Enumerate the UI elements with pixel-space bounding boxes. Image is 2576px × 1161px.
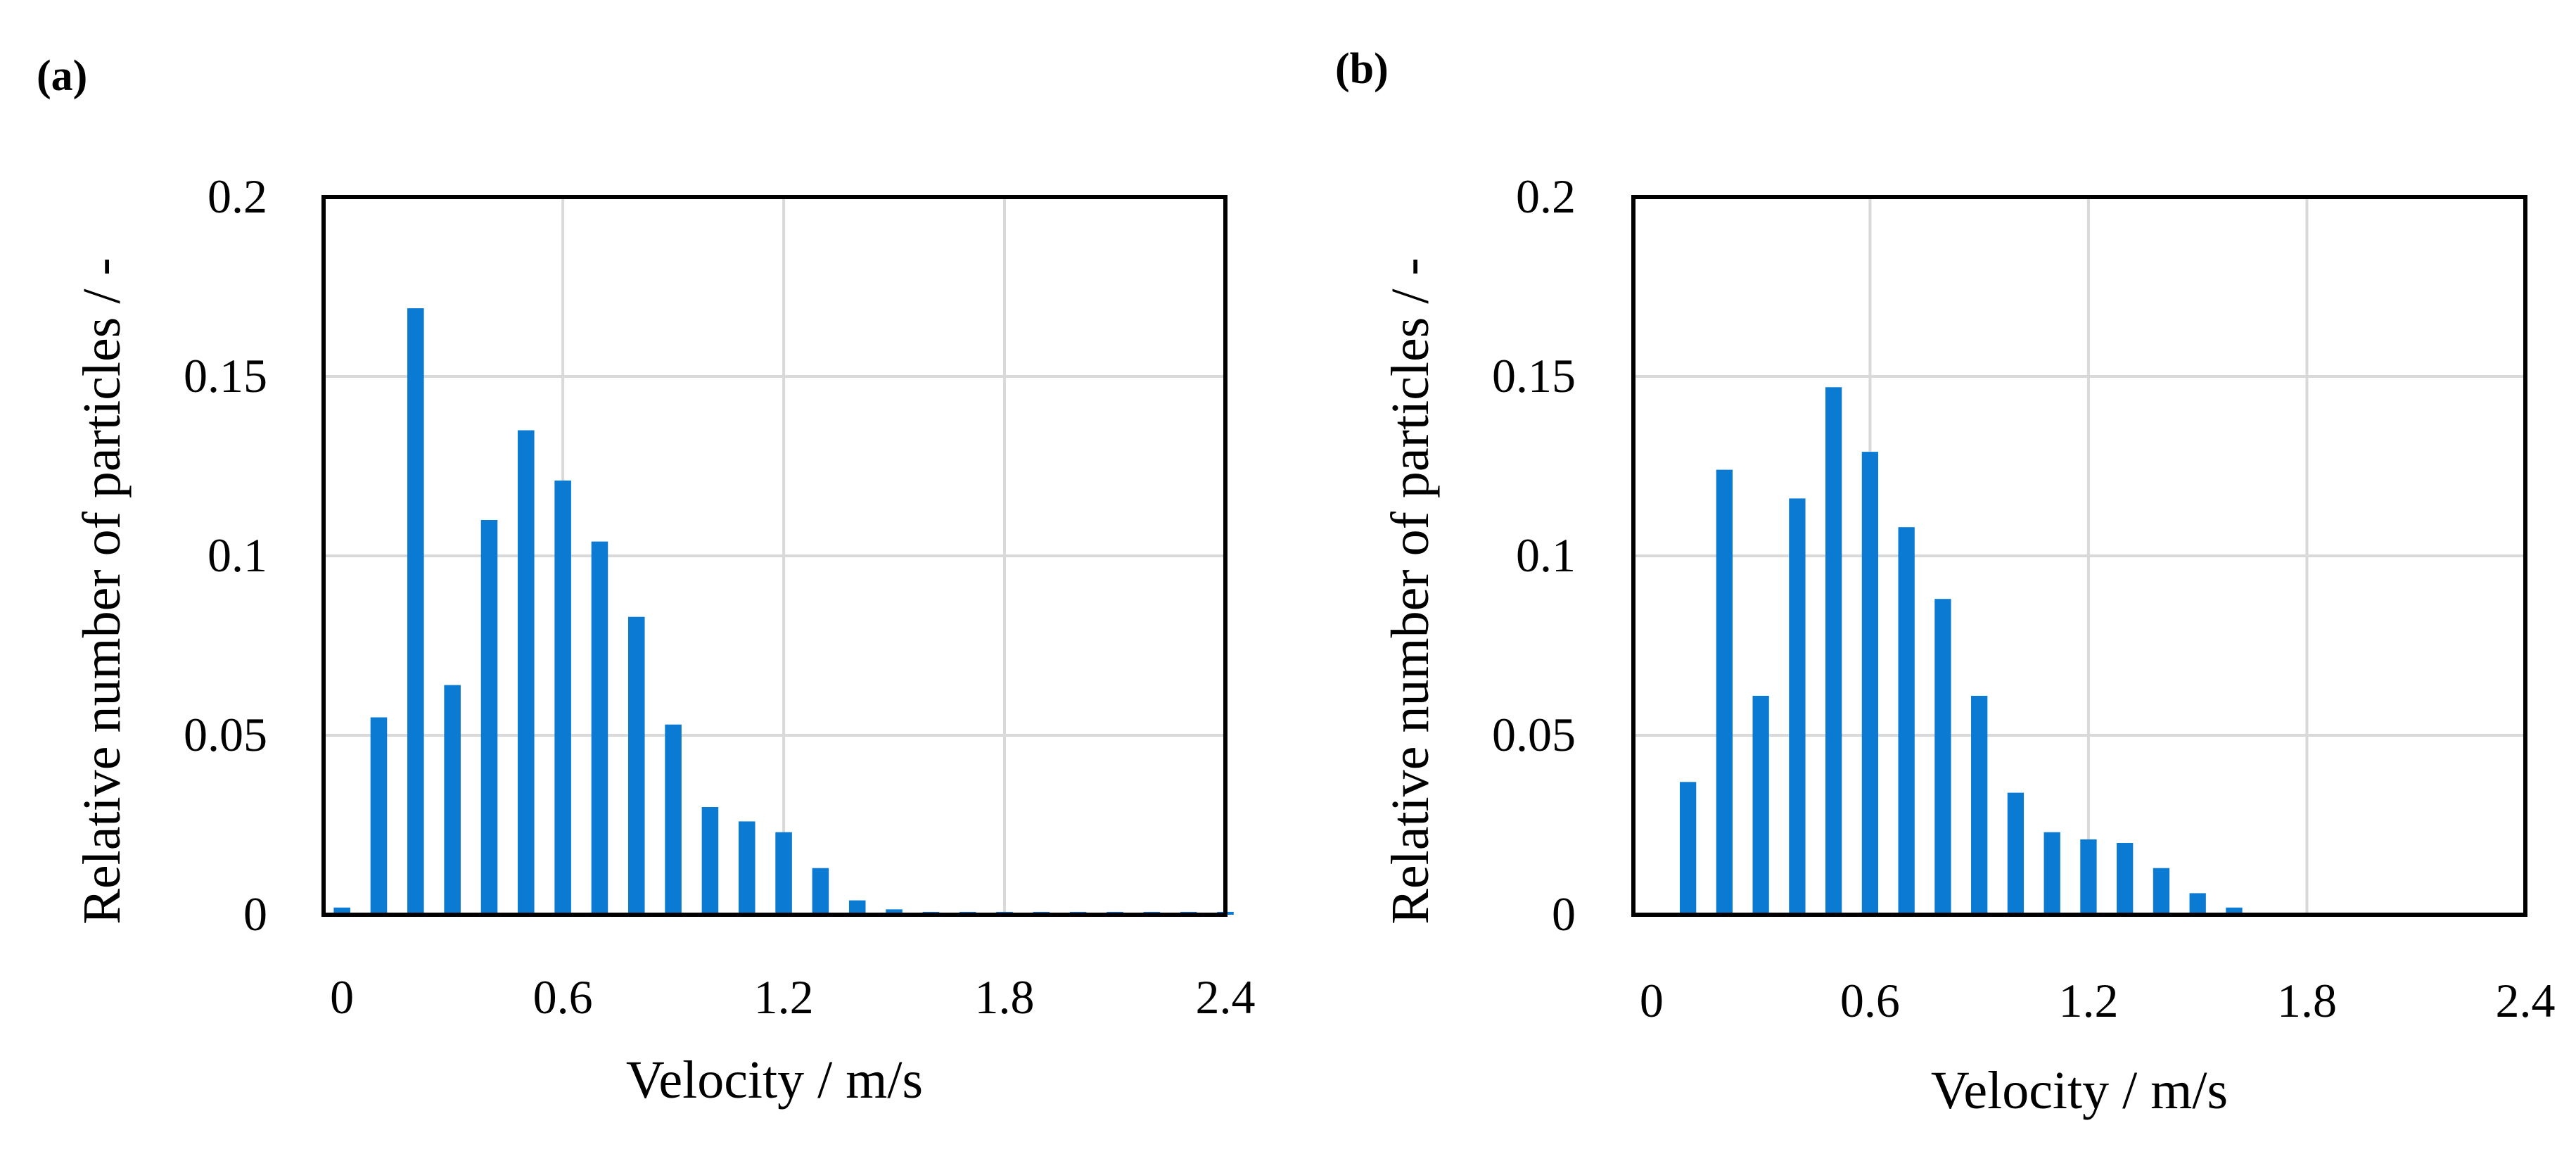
bar (591, 541, 608, 915)
bar (738, 821, 755, 915)
bar (628, 616, 645, 915)
x-tick-label: 1.2 (754, 970, 814, 1024)
bar (554, 480, 571, 915)
bar (2189, 893, 2206, 915)
bar (2080, 839, 2097, 915)
y-axis-title: Relative number of particles / - (1381, 258, 1440, 925)
bar (480, 520, 498, 915)
y-tick-label: 0.05 (184, 708, 267, 761)
bar (407, 308, 424, 915)
bar (1934, 599, 1951, 915)
bar (1861, 452, 1879, 915)
bar (2153, 868, 2170, 915)
y-tick-label: 0.1 (1516, 528, 1576, 582)
x-tick-label: 1.2 (2058, 974, 2118, 1027)
chart-panel-b: (b) 0 0.05 0.1 0.15 0.2 0 0.6 1.2 1.8 2.4 Velocity … (1335, 45, 2556, 1120)
x-tick-label: 2.4 (1196, 970, 1256, 1024)
bar (1716, 469, 1733, 915)
panel-label: (a) (37, 52, 87, 100)
y-tick-label: 0 (243, 887, 267, 941)
x-tick-label: 2.4 (2496, 974, 2556, 1027)
bar (370, 717, 388, 915)
bar (812, 868, 829, 915)
bar (665, 724, 682, 915)
bar (1789, 498, 1806, 915)
bar (848, 900, 866, 915)
bar (1898, 527, 1915, 915)
y-tick-label: 0.05 (1492, 708, 1576, 761)
bar (1752, 695, 1769, 915)
bar (2226, 907, 2243, 915)
x-tick-label: 0 (1640, 974, 1664, 1027)
bar (518, 430, 535, 915)
y-axis-title: Relative number of particles / - (72, 258, 132, 925)
x-tick-label: 1.8 (2277, 974, 2337, 1027)
bar (2117, 843, 2134, 915)
y-tick-label: 0 (1552, 887, 1576, 941)
plot-frame (1631, 195, 2527, 917)
bar (1971, 695, 1988, 915)
bar (1679, 782, 1697, 915)
x-tick-label: 1.8 (975, 970, 1035, 1024)
y-tick-label: 0.2 (208, 170, 267, 223)
bar (444, 685, 461, 915)
y-tick-label: 0.1 (208, 528, 267, 582)
chart-panel-a: (a) 0 0.05 0.1 0.15 0.2 0 0.6 1.2 1.8 2.4 Velocity … (37, 52, 1256, 1110)
y-tick-label: 0.15 (184, 349, 267, 402)
x-axis-title: Velocity / m/s (1931, 1061, 2228, 1120)
x-tick-label: 0 (330, 970, 354, 1024)
bar (1825, 387, 1842, 915)
plot-frame (321, 195, 1228, 917)
y-tick-label: 0.15 (1492, 349, 1576, 402)
bar (775, 832, 792, 915)
x-tick-label: 0.6 (533, 970, 593, 1024)
bar (2043, 832, 2060, 915)
bar (333, 907, 350, 915)
x-tick-label: 0.6 (1840, 974, 1900, 1027)
bar (886, 909, 903, 915)
panel-label: (b) (1335, 45, 1389, 93)
y-tick-label: 0.2 (1516, 170, 1576, 223)
x-axis-title: Velocity / m/s (626, 1051, 923, 1110)
bar (701, 807, 719, 915)
bar (2007, 792, 2025, 915)
